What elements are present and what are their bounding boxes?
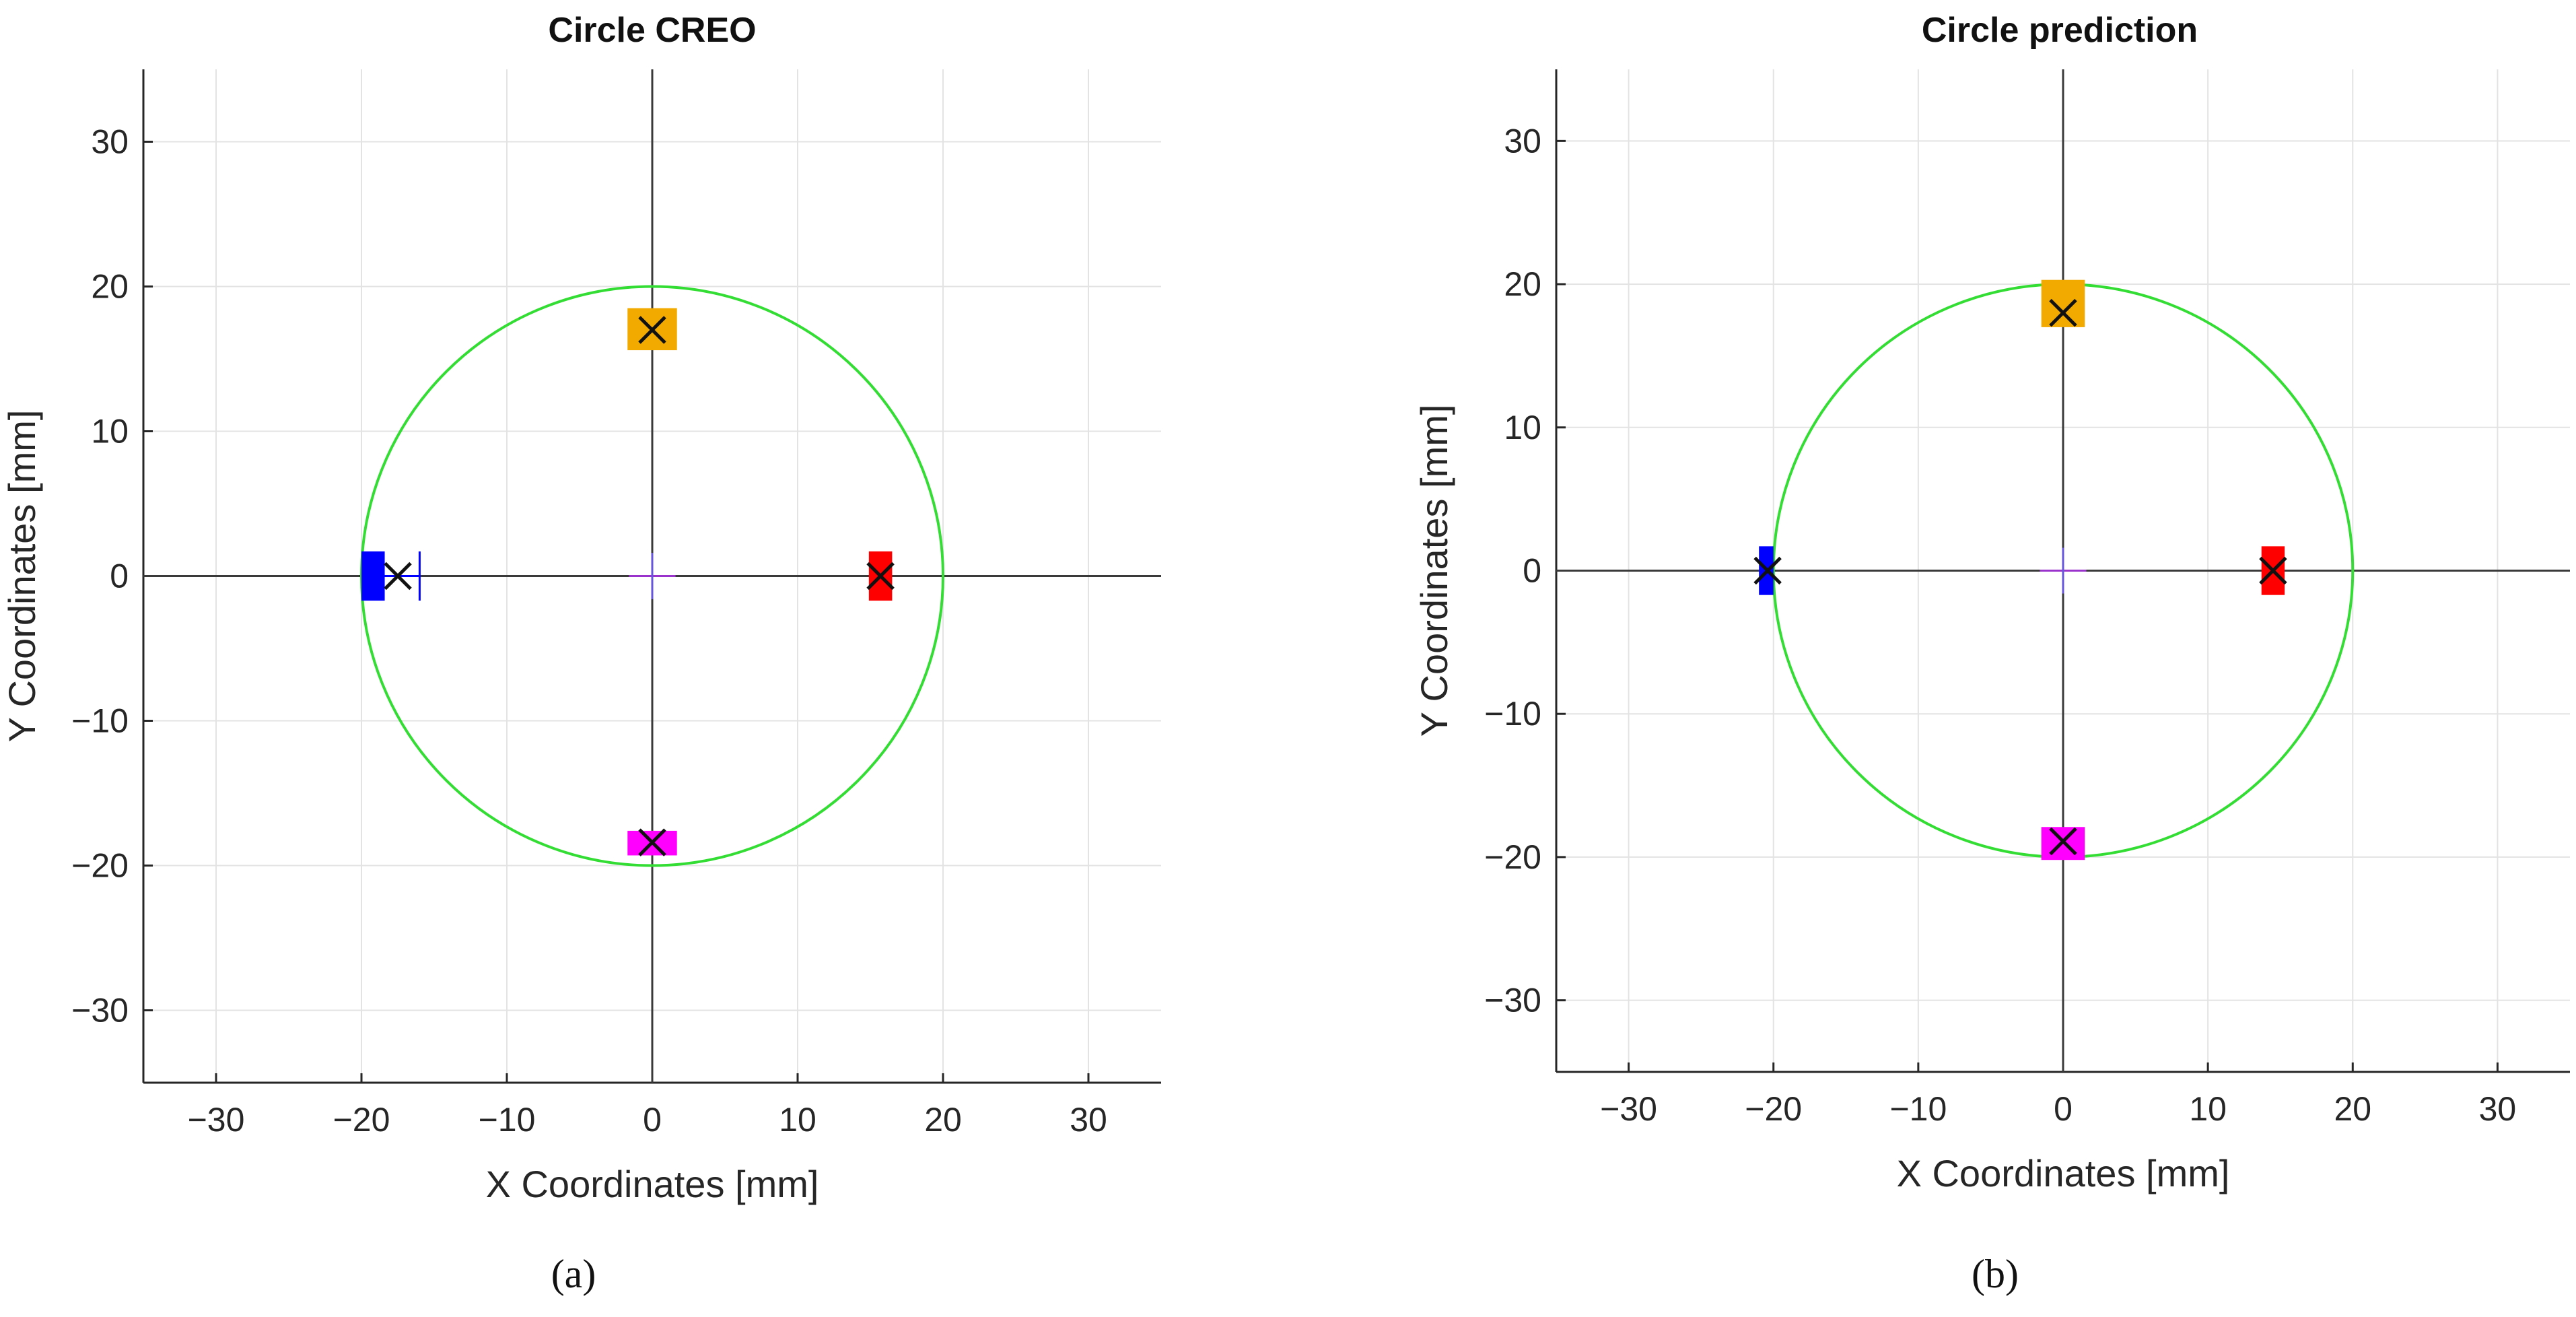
x-tick-label: −20 [1745, 1090, 1802, 1128]
data-box-top [2041, 279, 2085, 327]
y-tick-label: 10 [1504, 409, 1541, 446]
y-tick-label: 30 [1504, 122, 1541, 160]
x-tick-label: 20 [2334, 1090, 2371, 1128]
chart-title: Circle CREO [548, 11, 756, 50]
y-tick-label: 20 [1504, 265, 1541, 303]
y-tick-label: 10 [91, 413, 129, 450]
y-tick-label: −30 [1484, 982, 1541, 1019]
data-point-left [1753, 556, 1782, 585]
x-axis-label: X Coordinates [mm] [1897, 1152, 2230, 1194]
data-point-top [2049, 298, 2077, 327]
data-point-bottom [638, 828, 666, 856]
data-point-right [2259, 556, 2287, 585]
panel-a: −30 −20 −10 0 10 20 30 −30 −20 −10 0 10 20 30 Circle C… [1, 11, 1161, 1296]
y-tick-label: 0 [1523, 552, 1541, 590]
x-tick-label: −10 [1889, 1090, 1947, 1128]
x-tick-label: 10 [2189, 1090, 2227, 1128]
y-tick-label: −30 [71, 992, 129, 1029]
data-point-top [638, 316, 666, 344]
x-tick-label: 30 [1070, 1101, 1107, 1139]
panel-caption: (b) [1972, 1252, 2019, 1296]
y-tick-label: −10 [71, 702, 129, 740]
y-tick-label: 20 [91, 268, 129, 306]
data-point-left [384, 562, 412, 590]
y-axis-label: Y Coordinates [mm] [1, 410, 43, 743]
y-tick-label: 30 [91, 123, 129, 161]
x-tick-label: 0 [643, 1101, 662, 1139]
y-tick-label: −20 [71, 847, 129, 885]
x-tick-label: −10 [479, 1101, 536, 1139]
data-point-bottom [2049, 827, 2077, 856]
y-axis-label: Y Coordinates [mm] [1413, 405, 1455, 737]
y-tick-label: 0 [110, 558, 129, 595]
data-point-right [866, 562, 895, 590]
x-tick-label: 30 [2479, 1090, 2517, 1128]
x-tick-label: 20 [924, 1101, 962, 1139]
x-tick-label: 10 [779, 1101, 816, 1139]
y-tick-label: −20 [1484, 838, 1541, 876]
x-tick-label: 0 [2054, 1090, 2073, 1128]
x-tick-label: −20 [333, 1101, 390, 1139]
y-tick-label: −10 [1484, 695, 1541, 733]
x-tick-label: −30 [188, 1101, 245, 1139]
x-axis-label: X Coordinates [mm] [486, 1163, 819, 1205]
chart-title: Circle prediction [1922, 11, 2198, 50]
x-tick-label: −30 [1600, 1090, 1657, 1128]
panel-caption: (a) [551, 1252, 596, 1296]
panel-b: −30 −20 −10 0 10 20 30 −30 −20 −10 0 10 20 30 Circle p… [1413, 11, 2570, 1296]
